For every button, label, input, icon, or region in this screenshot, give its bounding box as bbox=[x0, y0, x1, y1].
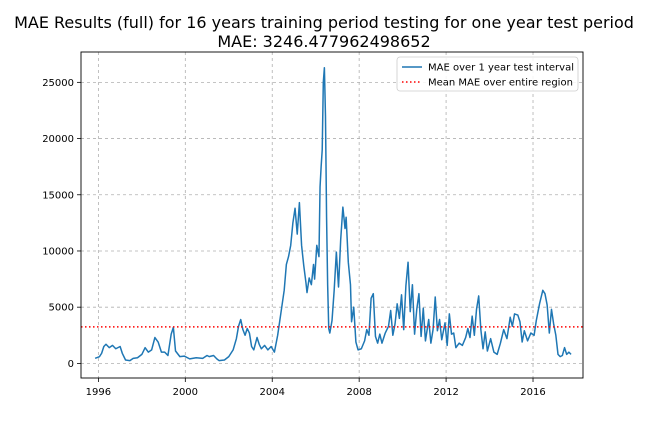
y-tick-label: 20000 bbox=[42, 134, 74, 145]
chart-title: MAE Results (full) for 16 years training… bbox=[14, 13, 634, 32]
plot-series bbox=[81, 66, 583, 362]
y-tick-label: 15000 bbox=[42, 190, 74, 201]
x-axis: 1996 2000 2004 2008 2012 2016 bbox=[86, 378, 546, 398]
x-tick-label: 2004 bbox=[260, 387, 285, 398]
y-tick-label: 0 bbox=[68, 359, 74, 370]
legend-box bbox=[396, 56, 579, 92]
legend-label: Mean MAE over entire region bbox=[428, 78, 573, 89]
chart-subtitle: MAE: 3246.477962498652 bbox=[217, 32, 431, 51]
x-tick-label: 2012 bbox=[433, 387, 458, 398]
y-axis: 0 5000 10000 15000 20000 25000 bbox=[42, 78, 81, 370]
x-tick-label: 2016 bbox=[520, 387, 545, 398]
mae-series-line bbox=[94, 66, 572, 362]
x-tick-label: 2000 bbox=[173, 387, 198, 398]
grid-lines bbox=[81, 52, 583, 378]
legend: MAE over 1 year test interval Mean MAE ov… bbox=[396, 56, 579, 92]
y-tick-label: 10000 bbox=[42, 246, 74, 257]
legend-label: MAE over 1 year test interval bbox=[428, 63, 574, 74]
plot-frame bbox=[80, 51, 584, 379]
x-tick-label: 1996 bbox=[86, 387, 111, 398]
x-tick-label: 2008 bbox=[346, 387, 371, 398]
y-tick-label: 25000 bbox=[42, 78, 74, 89]
y-tick-label: 5000 bbox=[49, 303, 74, 314]
